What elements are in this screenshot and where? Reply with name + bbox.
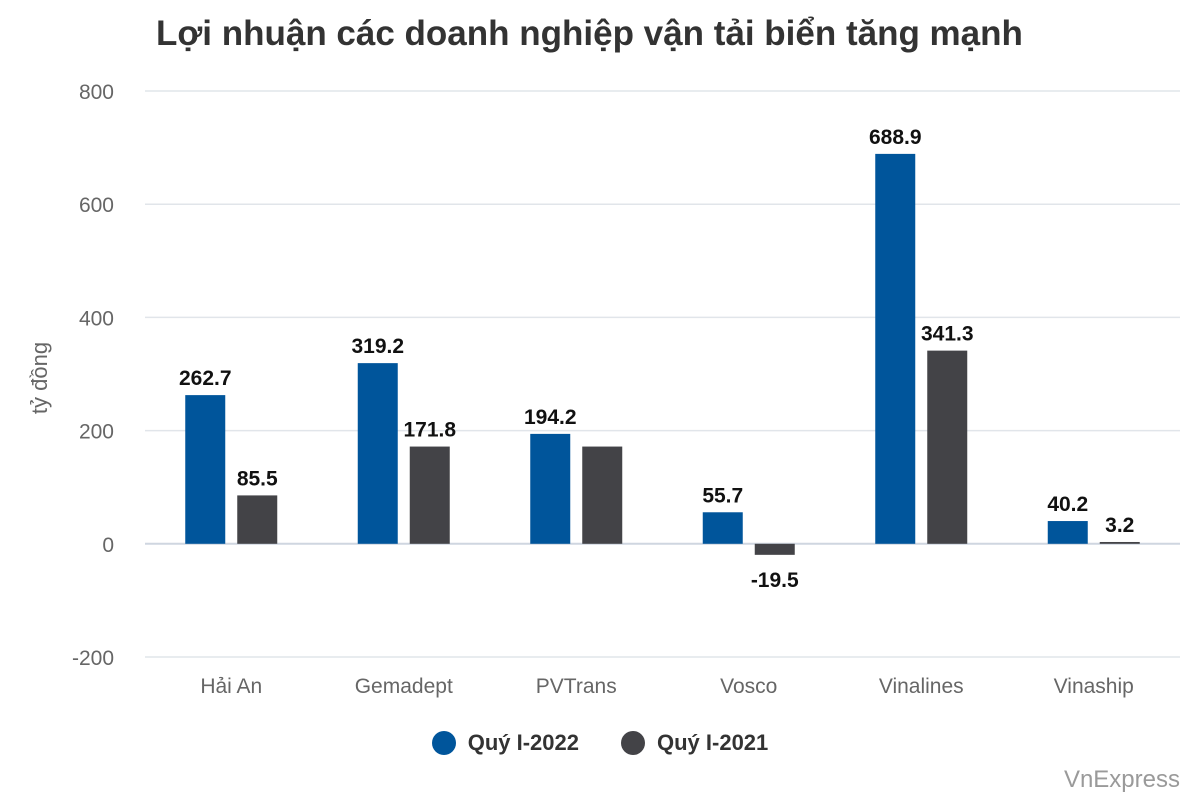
legend-item-q1-2022[interactable]: Quý I-2022 bbox=[431, 730, 579, 756]
bar bbox=[875, 153, 916, 544]
source-credit: VnExpress bbox=[1063, 766, 1180, 793]
legend-item-q1-2021[interactable]: Quý I-2021 bbox=[621, 730, 768, 756]
data-label: 688.9 bbox=[869, 126, 922, 149]
bar bbox=[927, 350, 968, 544]
legend-swatch-q1-2022 bbox=[431, 731, 456, 755]
x-tick-label: Hải An bbox=[200, 675, 262, 698]
y-tick-label: 0 bbox=[102, 534, 114, 557]
data-label: 40.2 bbox=[1047, 493, 1088, 516]
y-tick-label: 800 bbox=[79, 81, 114, 104]
bar bbox=[237, 495, 278, 544]
legend: Quý I-2022 Quý I-2021 bbox=[0, 730, 1200, 756]
y-tick-label: -200 bbox=[72, 647, 114, 670]
data-label: -19.5 bbox=[751, 569, 799, 592]
y-tick-label: 600 bbox=[79, 194, 114, 217]
data-label: 171.8 bbox=[403, 419, 456, 442]
bar bbox=[754, 543, 795, 555]
legend-swatch-q1-2021 bbox=[621, 731, 645, 755]
bar bbox=[1047, 521, 1088, 544]
x-tick-label: Vinaship bbox=[1054, 675, 1134, 698]
bar bbox=[702, 512, 743, 544]
bar bbox=[185, 395, 226, 544]
data-label: 319.2 bbox=[351, 335, 404, 358]
bar bbox=[582, 446, 623, 544]
x-tick-label: Vinalines bbox=[879, 675, 964, 698]
bar bbox=[357, 363, 398, 544]
chart-title: Lợi nhuận các doanh nghiệp vận tải biển … bbox=[156, 14, 1023, 53]
x-tick-label: PVTrans bbox=[536, 675, 617, 698]
y-tick-label: 200 bbox=[79, 421, 114, 444]
data-label: 262.7 bbox=[179, 367, 232, 390]
data-label: 341.3 bbox=[921, 323, 974, 346]
data-label: 55.7 bbox=[702, 484, 743, 507]
x-tick-label: Vosco bbox=[720, 675, 777, 698]
bar bbox=[530, 433, 571, 544]
legend-label-q1-2021: Quý I-2021 bbox=[657, 730, 769, 755]
data-label: 85.5 bbox=[237, 467, 278, 490]
bar bbox=[409, 446, 450, 544]
bar bbox=[1099, 541, 1140, 544]
data-label: 3.2 bbox=[1105, 514, 1134, 537]
y-tick-label: 400 bbox=[79, 307, 114, 330]
x-tick-label: Gemadept bbox=[355, 675, 453, 698]
data-label: 194.2 bbox=[524, 406, 577, 429]
legend-label-q1-2022: Quý I-2022 bbox=[467, 730, 579, 755]
